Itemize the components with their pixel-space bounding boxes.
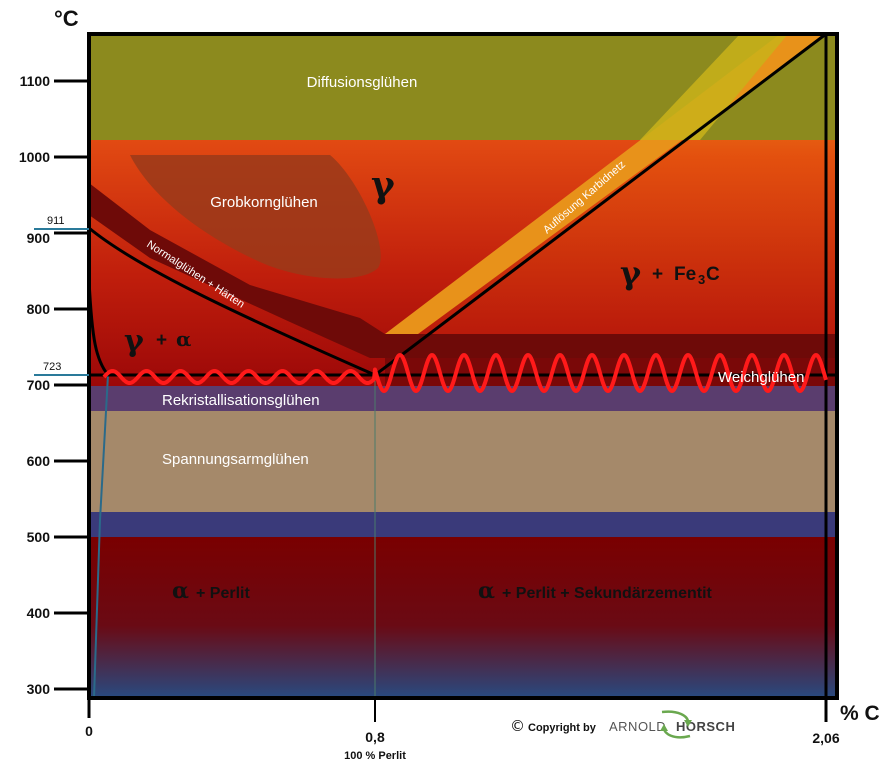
- grobkorn-region: [130, 155, 381, 279]
- spannung-band: [89, 411, 837, 512]
- alpha-perlit-alpha: α: [172, 578, 189, 604]
- weich-label: Weichglühen: [718, 369, 804, 386]
- x-unit-label: % C: [840, 702, 880, 725]
- alpha-perlit-sek-alpha: α: [478, 578, 495, 604]
- y-label-300: 300: [27, 681, 51, 697]
- normal-band: [89, 183, 837, 358]
- copyright-symbol: ©: [510, 717, 525, 735]
- rekrist-band: [89, 386, 837, 411]
- copyright-text: Copyright by: [528, 722, 597, 734]
- spannung-label: Spannungsarmglühen: [162, 451, 309, 468]
- gamma-fe3c-sub: 3: [698, 272, 705, 287]
- weichgluehen-wave: [102, 353, 828, 393]
- y-label-700: 700: [27, 377, 51, 393]
- y-label-800: 800: [27, 301, 51, 317]
- y-label-400: 400: [27, 605, 51, 621]
- brand-arrows-icon: [660, 710, 692, 739]
- gamma-alpha-plus: +: [156, 330, 167, 351]
- x-label-0: 0: [85, 723, 93, 739]
- brand-light: ARNOLD: [609, 719, 666, 734]
- gamma-alpha-gamma: γ: [124, 324, 144, 359]
- x-label-206: 2,06: [812, 730, 839, 746]
- y-unit-label: °C: [54, 6, 79, 31]
- y-ticks: [54, 79, 89, 691]
- y-label-900: 900: [27, 230, 51, 246]
- alpha-perlit-text: + Perlit: [196, 585, 250, 602]
- karbid-band-top: [640, 34, 788, 140]
- plot-frame: [87, 32, 839, 700]
- y-label-723: 723: [43, 361, 61, 373]
- se-line: [374, 32, 827, 377]
- grobkorn-label: Grobkornglühen: [210, 194, 318, 211]
- y-label-1100: 1100: [20, 73, 51, 89]
- gs-line: [88, 226, 376, 377]
- rekrist-label: Rekristallisationsglühen: [162, 392, 320, 409]
- x-label-08: 0,8: [365, 729, 385, 745]
- perlit-region: [89, 537, 837, 698]
- brand-bold: HORSCH: [676, 719, 735, 734]
- copyright-block: © Copyright by ARNOLD HORSCH: [510, 710, 735, 739]
- gamma-label: γ: [371, 164, 395, 206]
- alpha-perlit-sek-text: + Perlit + Sekundärzementit: [502, 585, 713, 602]
- y-label-1000: 1000: [19, 149, 50, 165]
- y-label-500: 500: [27, 529, 51, 545]
- x-sublabel: 100 % Perlit: [344, 750, 406, 762]
- gamma-fe3c-plus: +: [652, 264, 663, 285]
- alpha-solvus-line: [93, 374, 109, 699]
- diffusion-label: Diffusionsglühen: [307, 74, 418, 91]
- blue-band: [89, 512, 837, 537]
- y-label-911: 911: [47, 215, 65, 227]
- gamma-alpha-alpha: α: [176, 327, 191, 351]
- gamma-fe3c-gamma: γ: [620, 254, 642, 292]
- y-label-600: 600: [27, 453, 51, 469]
- gamma-fe3c-c: C: [706, 264, 720, 285]
- gamma-fe3c-fe: Fe: [674, 264, 696, 285]
